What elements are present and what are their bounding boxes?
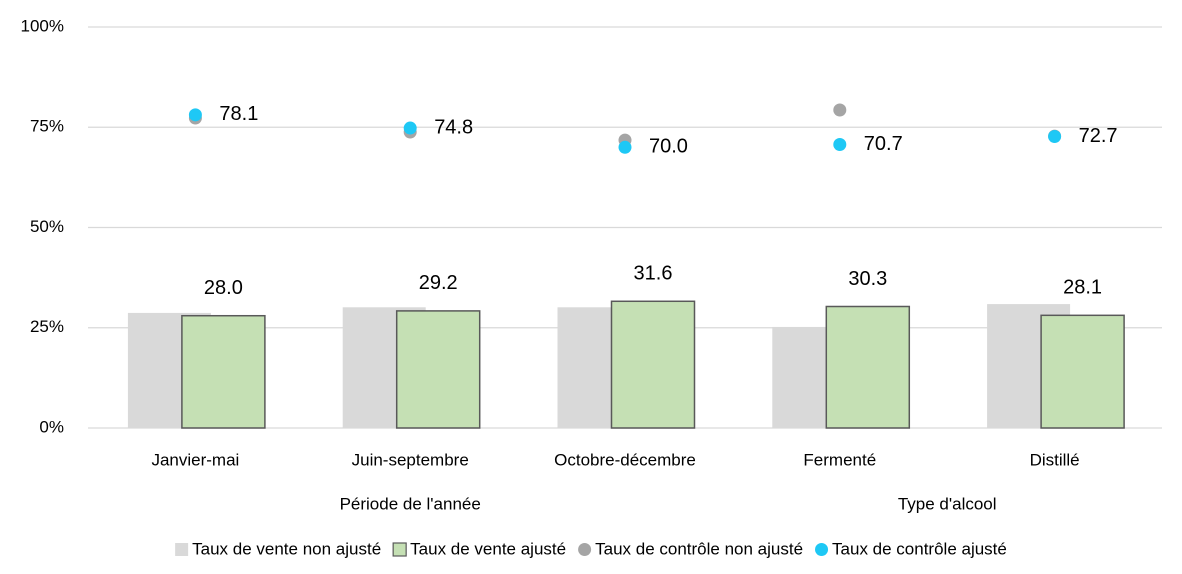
group-label: Période de l'année bbox=[340, 494, 481, 513]
dot bbox=[833, 103, 847, 117]
data-label: 28.0 bbox=[204, 277, 243, 299]
legend-label: Taux de contrôle non ajusté bbox=[595, 539, 803, 558]
x-tick-label: Juin-septembre bbox=[352, 450, 469, 469]
bar bbox=[395, 310, 481, 429]
x-tick-label: Distillé bbox=[1030, 450, 1080, 469]
x-tick-label: Janvier-mai bbox=[151, 450, 239, 469]
data-label: 29.2 bbox=[419, 272, 458, 294]
bar bbox=[825, 305, 911, 429]
y-tick-label: 75% bbox=[30, 117, 64, 136]
legend-label: Taux de vente non ajusté bbox=[192, 539, 381, 558]
dot bbox=[403, 121, 417, 135]
legend-label: Taux de contrôle ajusté bbox=[832, 539, 1007, 558]
data-label: 30.3 bbox=[848, 268, 887, 290]
legend-swatch bbox=[815, 543, 829, 556]
bar bbox=[181, 314, 266, 429]
dot bbox=[618, 140, 632, 154]
legend-swatch bbox=[578, 543, 592, 556]
x-tick-label: Fermenté bbox=[803, 450, 876, 469]
y-tick-label: 0% bbox=[39, 417, 64, 436]
y-tick-label: 100% bbox=[21, 16, 64, 35]
dot bbox=[833, 137, 847, 151]
data-label: 78.1 bbox=[219, 103, 258, 125]
y-tick-label: 25% bbox=[30, 317, 64, 336]
data-label: 70.7 bbox=[864, 133, 903, 155]
data-label: 70.0 bbox=[649, 136, 688, 158]
data-label: 74.8 bbox=[434, 116, 473, 138]
bar bbox=[1040, 314, 1125, 429]
bar bbox=[610, 300, 696, 429]
group-label: Type d'alcool bbox=[898, 494, 997, 513]
legend-label: Taux de vente ajusté bbox=[410, 539, 566, 558]
data-label: 72.7 bbox=[1079, 125, 1118, 147]
x-tick-label: Octobre-décembre bbox=[554, 450, 696, 469]
data-label: 28.1 bbox=[1063, 277, 1102, 299]
y-tick-label: 50% bbox=[30, 217, 64, 236]
legend-swatch bbox=[175, 543, 189, 556]
dot bbox=[1048, 129, 1062, 143]
dot bbox=[188, 108, 202, 122]
legend-swatch bbox=[392, 542, 407, 557]
data-label: 31.6 bbox=[634, 263, 673, 285]
